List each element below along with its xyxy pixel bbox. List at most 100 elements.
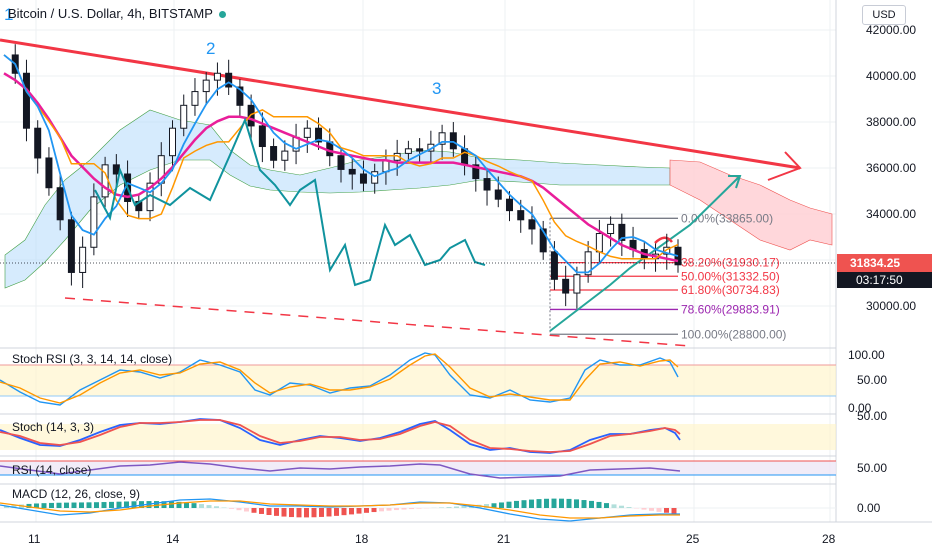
fib-retracement[interactable]: 0.00%(33865.00) 38.20%(31930.17)50.00%(31… xyxy=(549,211,786,341)
candle-body xyxy=(337,155,345,170)
lower-trendline-dashed[interactable] xyxy=(64,297,691,347)
macd-histogram-bar xyxy=(536,499,542,508)
time-tick: 21 xyxy=(497,532,511,546)
candle-body xyxy=(191,91,199,106)
macd-histogram-bar xyxy=(319,508,324,517)
macd-histogram-bar xyxy=(619,505,624,508)
time-tick: 18 xyxy=(355,532,369,546)
price-tick: 34000.00 xyxy=(866,207,916,221)
last-price-box xyxy=(837,254,932,272)
macd-histogram-bar xyxy=(49,502,54,508)
macd-histogram-bar xyxy=(416,508,422,509)
rsi-label: RSI (14, close) xyxy=(12,463,91,477)
price-tick: 42000.00 xyxy=(866,23,916,37)
currency-button[interactable]: USD xyxy=(862,5,906,25)
countdown-text: 03:17:50 xyxy=(856,273,903,287)
macd-histogram-bar xyxy=(266,508,272,515)
macd-histogram-bar xyxy=(664,508,669,513)
chart-title-text: Bitcoin / U.S. Dollar, 4h, BITSTAMP xyxy=(8,6,213,21)
candle-body xyxy=(303,127,311,138)
time-axis: 11 14 18 21 25 28 xyxy=(28,532,836,546)
macd-histogram-bar xyxy=(79,502,84,508)
stoch-label: Stoch (14, 3, 3) xyxy=(12,420,94,434)
moving-average-line xyxy=(3,72,679,263)
candlestick-series xyxy=(11,44,682,309)
macd-histogram-bar xyxy=(491,503,497,508)
macd-histogram-bar xyxy=(626,507,632,508)
macd-histogram-bar xyxy=(544,498,549,508)
macd-histogram-bar xyxy=(484,504,489,508)
candle-body xyxy=(438,132,446,145)
macd-pane: MACD (12, 26, close, 9) 0.00 xyxy=(0,483,881,522)
candle-body xyxy=(483,178,491,191)
upper-trendline-arrow xyxy=(767,151,802,181)
reversal-arrow-icon xyxy=(654,236,673,244)
fib-level-label: 61.80%(30734.83) xyxy=(681,283,780,297)
macd-histogram-bar xyxy=(641,508,647,510)
macd-histogram-bar xyxy=(131,501,137,508)
fib-level-label: 50.00%(31332.50) xyxy=(681,269,780,283)
wave-label-1: 1 xyxy=(4,5,13,24)
macd-label: MACD (12, 26, close, 9) xyxy=(12,487,140,501)
candle-body xyxy=(22,72,30,129)
macd-histogram-bar xyxy=(611,504,617,508)
macd-histogram-bar xyxy=(446,506,452,508)
macd-histogram-bar xyxy=(251,508,257,513)
macd-histogram-bar xyxy=(244,508,249,512)
candle-body xyxy=(371,171,379,184)
macd-histogram-bar xyxy=(409,508,414,510)
macd-histogram-bar xyxy=(439,507,444,508)
macd-histogram-bar xyxy=(86,502,92,508)
macd-histogram-bar xyxy=(236,508,242,511)
macd-histogram-bar xyxy=(4,506,9,508)
macd-histogram-bar xyxy=(206,505,212,508)
wave-label-2: 2 xyxy=(206,39,215,58)
candle-body xyxy=(56,187,64,221)
projection-path[interactable] xyxy=(549,175,741,332)
macd-histogram-bar xyxy=(454,506,459,508)
candle-body xyxy=(34,127,42,159)
macd-histogram-bar xyxy=(281,508,287,517)
candle-body xyxy=(472,164,480,180)
candle-body xyxy=(225,72,233,88)
time-tick: 28 xyxy=(822,532,836,546)
candle-body xyxy=(258,125,266,148)
macd-histogram-bar xyxy=(34,503,39,508)
last-price-text: 31834.25 xyxy=(850,256,900,270)
candle-body xyxy=(359,173,367,184)
pane-tick: 50.00 xyxy=(857,461,887,475)
rsi-pane: RSI (14, close) 50.00 xyxy=(0,455,887,479)
stoch-pane: Stoch (14, 3, 3) 50.00 xyxy=(0,409,887,454)
pane-tick: 50.00 xyxy=(857,373,887,387)
wave-label-3: 3 xyxy=(432,79,441,98)
candle-body xyxy=(281,150,289,161)
candle-body xyxy=(517,210,525,221)
projection-arrow-head xyxy=(728,175,742,189)
macd-histogram-bar xyxy=(551,498,557,508)
candle-body xyxy=(169,127,176,157)
candle-body xyxy=(180,104,188,129)
macd-histogram-bar xyxy=(386,508,392,511)
macd-histogram-bar xyxy=(296,508,302,518)
pane-tick: 100.00 xyxy=(848,348,885,362)
macd-histogram-bar xyxy=(304,508,309,518)
macd-histogram-bar xyxy=(259,508,264,514)
candle-body xyxy=(315,127,323,143)
macd-histogram-bar xyxy=(41,503,47,508)
macd-histogram-bar xyxy=(356,508,362,514)
candle-body xyxy=(595,233,603,253)
macd-histogram-bar xyxy=(311,508,317,518)
pane-tick: 0.00 xyxy=(848,401,872,415)
candle-body xyxy=(348,168,356,175)
macd-histogram-bar xyxy=(401,508,407,510)
macd-histogram-bar xyxy=(94,502,99,508)
upper-trendline[interactable] xyxy=(0,38,801,170)
candle-body xyxy=(550,251,558,280)
macd-histogram-bar xyxy=(229,508,234,509)
macd-histogram-bar xyxy=(176,501,182,508)
macd-histogram-bar xyxy=(506,501,512,508)
macd-histogram-bar xyxy=(154,501,159,508)
candle-body xyxy=(101,164,109,198)
macd-histogram-bar xyxy=(649,508,654,511)
